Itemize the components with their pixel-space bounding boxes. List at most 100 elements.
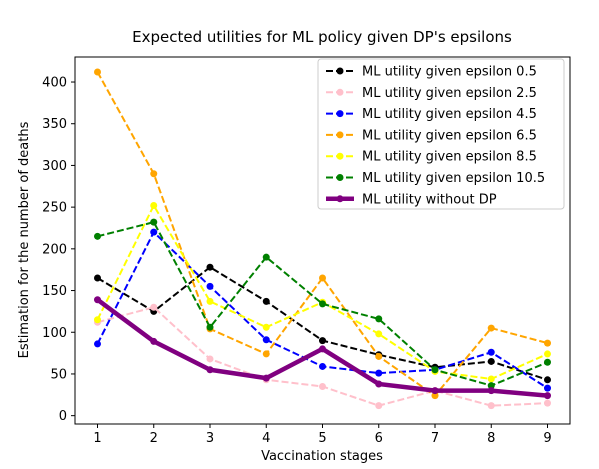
data-point	[487, 387, 495, 395]
legend-label: ML utility given epsilon 2.5	[362, 86, 537, 101]
legend: ML utility given epsilon 0.5 ML utility g…	[317, 58, 565, 210]
data-point	[375, 380, 383, 388]
y-axis-label: Estimation for the number of deaths	[17, 121, 32, 358]
legend-item: ML utility without DP	[326, 192, 497, 207]
data-point	[262, 374, 270, 382]
data-point	[319, 382, 326, 390]
data-point	[94, 296, 101, 304]
data-point	[262, 297, 270, 305]
y-tick-label: 0	[59, 409, 67, 424]
data-point	[375, 402, 383, 410]
y-tick-label: 400	[42, 76, 67, 91]
series-7	[94, 296, 551, 400]
legend-label: ML utility given epsilon 4.5	[362, 107, 537, 122]
data-point	[544, 358, 551, 366]
legend-marker	[336, 67, 344, 75]
x-tick-label: 2	[150, 431, 158, 446]
data-point	[487, 382, 495, 390]
legend-marker	[336, 174, 344, 181]
legend-marker	[336, 88, 344, 96]
y-tick-label: 300	[42, 159, 67, 174]
data-point	[319, 362, 326, 370]
data-point	[94, 340, 101, 348]
legend-marker	[336, 131, 344, 139]
x-tick-label: 8	[487, 431, 495, 446]
x-tick-label: 3	[206, 431, 214, 446]
data-point	[487, 402, 495, 410]
legend-marker	[336, 110, 344, 118]
data-point	[487, 348, 495, 356]
data-point	[262, 253, 270, 261]
data-point	[544, 399, 551, 407]
series-layer	[94, 68, 551, 410]
data-point	[544, 376, 551, 384]
data-point	[319, 300, 326, 308]
legend-marker	[336, 195, 344, 203]
y-tick-label: 350	[42, 117, 67, 132]
y-axis: 0 50 100 150 200 250 300 350 400	[42, 76, 75, 424]
x-tick-label: 6	[375, 431, 383, 446]
y-tick-label: 200	[42, 242, 67, 257]
data-point	[544, 339, 551, 347]
series-3	[94, 228, 551, 392]
data-point	[206, 323, 214, 331]
legend-label: ML utility given epsilon 6.5	[362, 128, 537, 143]
data-point	[544, 350, 551, 358]
data-point	[319, 337, 326, 345]
legend-item: ML utility given epsilon 4.5	[326, 107, 537, 122]
legend-label: ML utility given epsilon 10.5	[362, 171, 545, 186]
x-tick-label: 5	[318, 431, 326, 446]
x-tick-label: 4	[262, 431, 270, 446]
data-point	[206, 263, 214, 271]
data-point	[94, 68, 101, 76]
y-tick-label: 150	[42, 284, 67, 299]
data-point	[206, 355, 214, 363]
data-point	[375, 330, 383, 338]
data-point	[487, 324, 495, 332]
data-point	[431, 392, 439, 400]
data-point	[150, 218, 158, 226]
y-tick-label: 250	[42, 201, 67, 216]
series-2	[94, 303, 551, 410]
data-point	[319, 345, 326, 353]
data-point	[262, 336, 270, 344]
data-point	[431, 387, 439, 395]
legend-item: ML utility given epsilon 10.5	[326, 171, 545, 186]
legend-item: ML utility given epsilon 8.5	[326, 150, 537, 165]
data-point	[206, 297, 214, 305]
series-line	[96, 204, 548, 380]
legend-item: ML utility given epsilon 6.5	[326, 128, 537, 143]
data-point	[375, 315, 383, 323]
data-point	[375, 352, 383, 360]
series-line	[96, 266, 548, 381]
data-point	[431, 366, 439, 374]
y-tick-label: 50	[50, 367, 67, 382]
legend-item: ML utility given epsilon 0.5	[326, 65, 537, 80]
series-6	[94, 218, 551, 390]
data-point	[487, 375, 495, 383]
legend-item: ML utility given epsilon 2.5	[326, 86, 537, 101]
data-point	[319, 274, 326, 282]
x-tick-label: 1	[93, 431, 101, 446]
legend-box	[317, 58, 565, 210]
legend-label: ML utility given epsilon 8.5	[362, 150, 537, 165]
data-point	[150, 201, 158, 209]
legend-label: ML utility without DP	[362, 192, 497, 207]
legend-marker	[336, 152, 344, 160]
data-point	[544, 384, 551, 392]
x-axis-label: Vaccination stages	[261, 449, 383, 464]
x-axis: 1 2 3 4 5 6 7 8 9	[93, 424, 552, 446]
data-point	[150, 337, 158, 345]
data-point	[94, 316, 101, 324]
data-point	[262, 350, 270, 358]
data-point	[487, 357, 495, 365]
legend-label: ML utility given epsilon 0.5	[362, 65, 537, 80]
data-point	[94, 274, 101, 282]
data-point	[544, 392, 551, 400]
data-point	[262, 323, 270, 331]
chart-title: Expected utilities for ML policy given D…	[132, 28, 512, 46]
x-tick-label: 7	[431, 431, 439, 446]
x-tick-label: 9	[543, 431, 551, 446]
data-point	[150, 170, 158, 178]
